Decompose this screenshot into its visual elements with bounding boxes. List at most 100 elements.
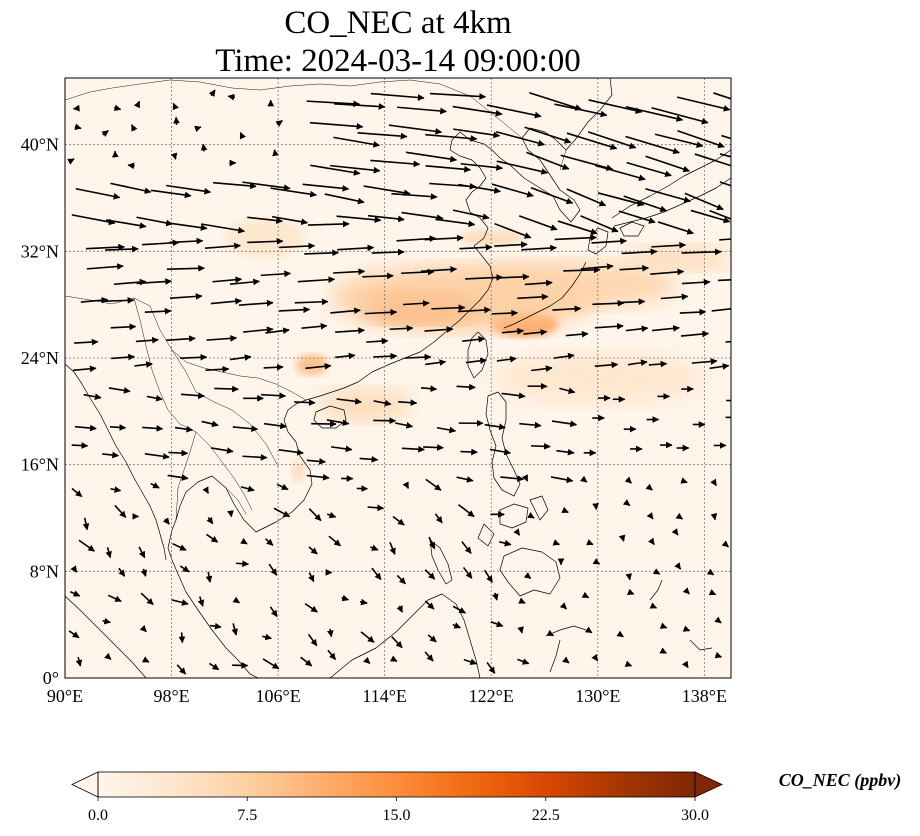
longitude-tick-label: 130°E — [575, 686, 620, 706]
wind-arrow — [499, 539, 512, 547]
longitude-tick-label: 90°E — [47, 686, 83, 706]
wind-arrow — [341, 594, 350, 602]
wind-arrow — [565, 330, 589, 338]
coastline-mindanao — [499, 547, 561, 597]
co-plume — [464, 260, 678, 309]
wind-arrow — [373, 399, 392, 407]
wind-arrow — [524, 279, 553, 287]
wind-arrow — [167, 474, 189, 481]
wind-arrow — [202, 486, 209, 494]
wind-arrow — [301, 322, 328, 330]
wind-arrow — [335, 352, 356, 360]
wind-arrow — [496, 355, 517, 363]
wind-arrow — [176, 664, 187, 675]
wind-arrow — [719, 238, 731, 241]
wind-arrow — [330, 445, 353, 453]
wind-arrow — [308, 508, 322, 522]
wind-arrow — [239, 131, 247, 140]
wind-arrow — [452, 605, 466, 614]
wind-arrow — [457, 503, 475, 518]
wind-arrow — [594, 361, 619, 369]
wind-arrow — [172, 542, 187, 551]
wind-arrow — [359, 456, 379, 463]
wind-arrow — [360, 631, 375, 643]
colorbar-tick-label: 22.5 — [532, 807, 560, 824]
coastline-sumatra — [65, 595, 147, 678]
wind-arrow — [681, 248, 722, 256]
wind-arrow — [594, 322, 624, 330]
wind-arrow — [562, 656, 570, 664]
coastline-taiwan — [467, 331, 489, 379]
wind-arrow — [206, 533, 219, 543]
wind-arrow — [71, 442, 89, 449]
wind-arrow — [560, 154, 614, 171]
wind-arrow — [308, 572, 315, 583]
wind-arrow — [492, 592, 499, 601]
wind-arrow — [584, 626, 593, 634]
wind-arrow — [491, 309, 519, 317]
wind-arrow — [171, 599, 189, 606]
wind-arrow — [169, 293, 203, 300]
wind-arrow — [300, 656, 313, 667]
wind-arrow — [138, 546, 146, 559]
wind-arrow — [494, 241, 528, 248]
wind-arrow — [306, 473, 330, 481]
wind-arrow — [424, 326, 454, 333]
wind-arrow — [205, 365, 230, 373]
wind-arrow — [294, 298, 329, 306]
wind-arrow — [247, 237, 284, 245]
wind-arrow — [324, 193, 365, 205]
wind-arrow — [150, 482, 160, 489]
wind-arrow — [110, 323, 137, 331]
wind-arrow — [625, 325, 649, 333]
latitude-tick-label: 16°N — [21, 455, 59, 475]
wind-arrow — [405, 151, 458, 163]
wind-arrow — [127, 162, 135, 170]
colorbar-label: CO_NEC (ppbv) — [779, 770, 902, 791]
wind-arrow — [105, 219, 147, 229]
wind-arrow — [424, 234, 464, 242]
wind-arrow — [75, 656, 83, 667]
wind-arrow — [333, 268, 366, 275]
wind-arrow — [104, 652, 112, 660]
wind-arrow — [660, 293, 689, 301]
wind-arrow — [263, 363, 284, 371]
coastline-borneo — [329, 593, 481, 678]
wind-arrow — [719, 153, 731, 158]
wind-arrow — [82, 517, 90, 531]
wind-arrow — [107, 594, 122, 603]
wind-arrow — [453, 128, 501, 139]
wind-arrow — [461, 541, 472, 554]
wind-arrow — [674, 562, 682, 570]
wind-arrow — [401, 445, 425, 453]
wind-arrow — [552, 305, 582, 313]
wind-arrow — [305, 362, 332, 370]
wind-arrow — [677, 129, 725, 149]
wind-arrow — [162, 517, 170, 525]
wind-arrow — [334, 103, 386, 110]
wind-arrow — [71, 214, 116, 226]
wind-arrow — [166, 184, 212, 195]
wind-arrow — [371, 248, 405, 256]
wind-arrow — [581, 591, 590, 599]
wind-arrow — [363, 656, 371, 665]
colorbar-tick-label: 15.0 — [383, 807, 411, 824]
wind-arrow — [297, 276, 336, 283]
wind-arrow — [261, 392, 287, 400]
wind-arrow — [654, 133, 704, 148]
latitude-tick-label: 32°N — [21, 241, 59, 261]
wind-arrow — [587, 131, 637, 150]
wind-arrow — [402, 299, 430, 307]
wind-arrow — [725, 340, 731, 343]
wind-arrow — [554, 103, 608, 118]
wind-arrow — [711, 308, 731, 312]
wind-arrow — [80, 296, 109, 304]
wind-arrow — [580, 215, 619, 233]
map-frame — [64, 77, 732, 679]
wind-arrow — [366, 337, 389, 345]
map-title: CO_NEC at 4km Time: 2024-03-14 09:00:00 — [65, 4, 731, 80]
wind-arrow — [146, 394, 163, 402]
wind-arrow — [651, 241, 687, 249]
coastline-new-guinea-hint — [649, 579, 713, 651]
wind-arrow — [304, 249, 339, 257]
